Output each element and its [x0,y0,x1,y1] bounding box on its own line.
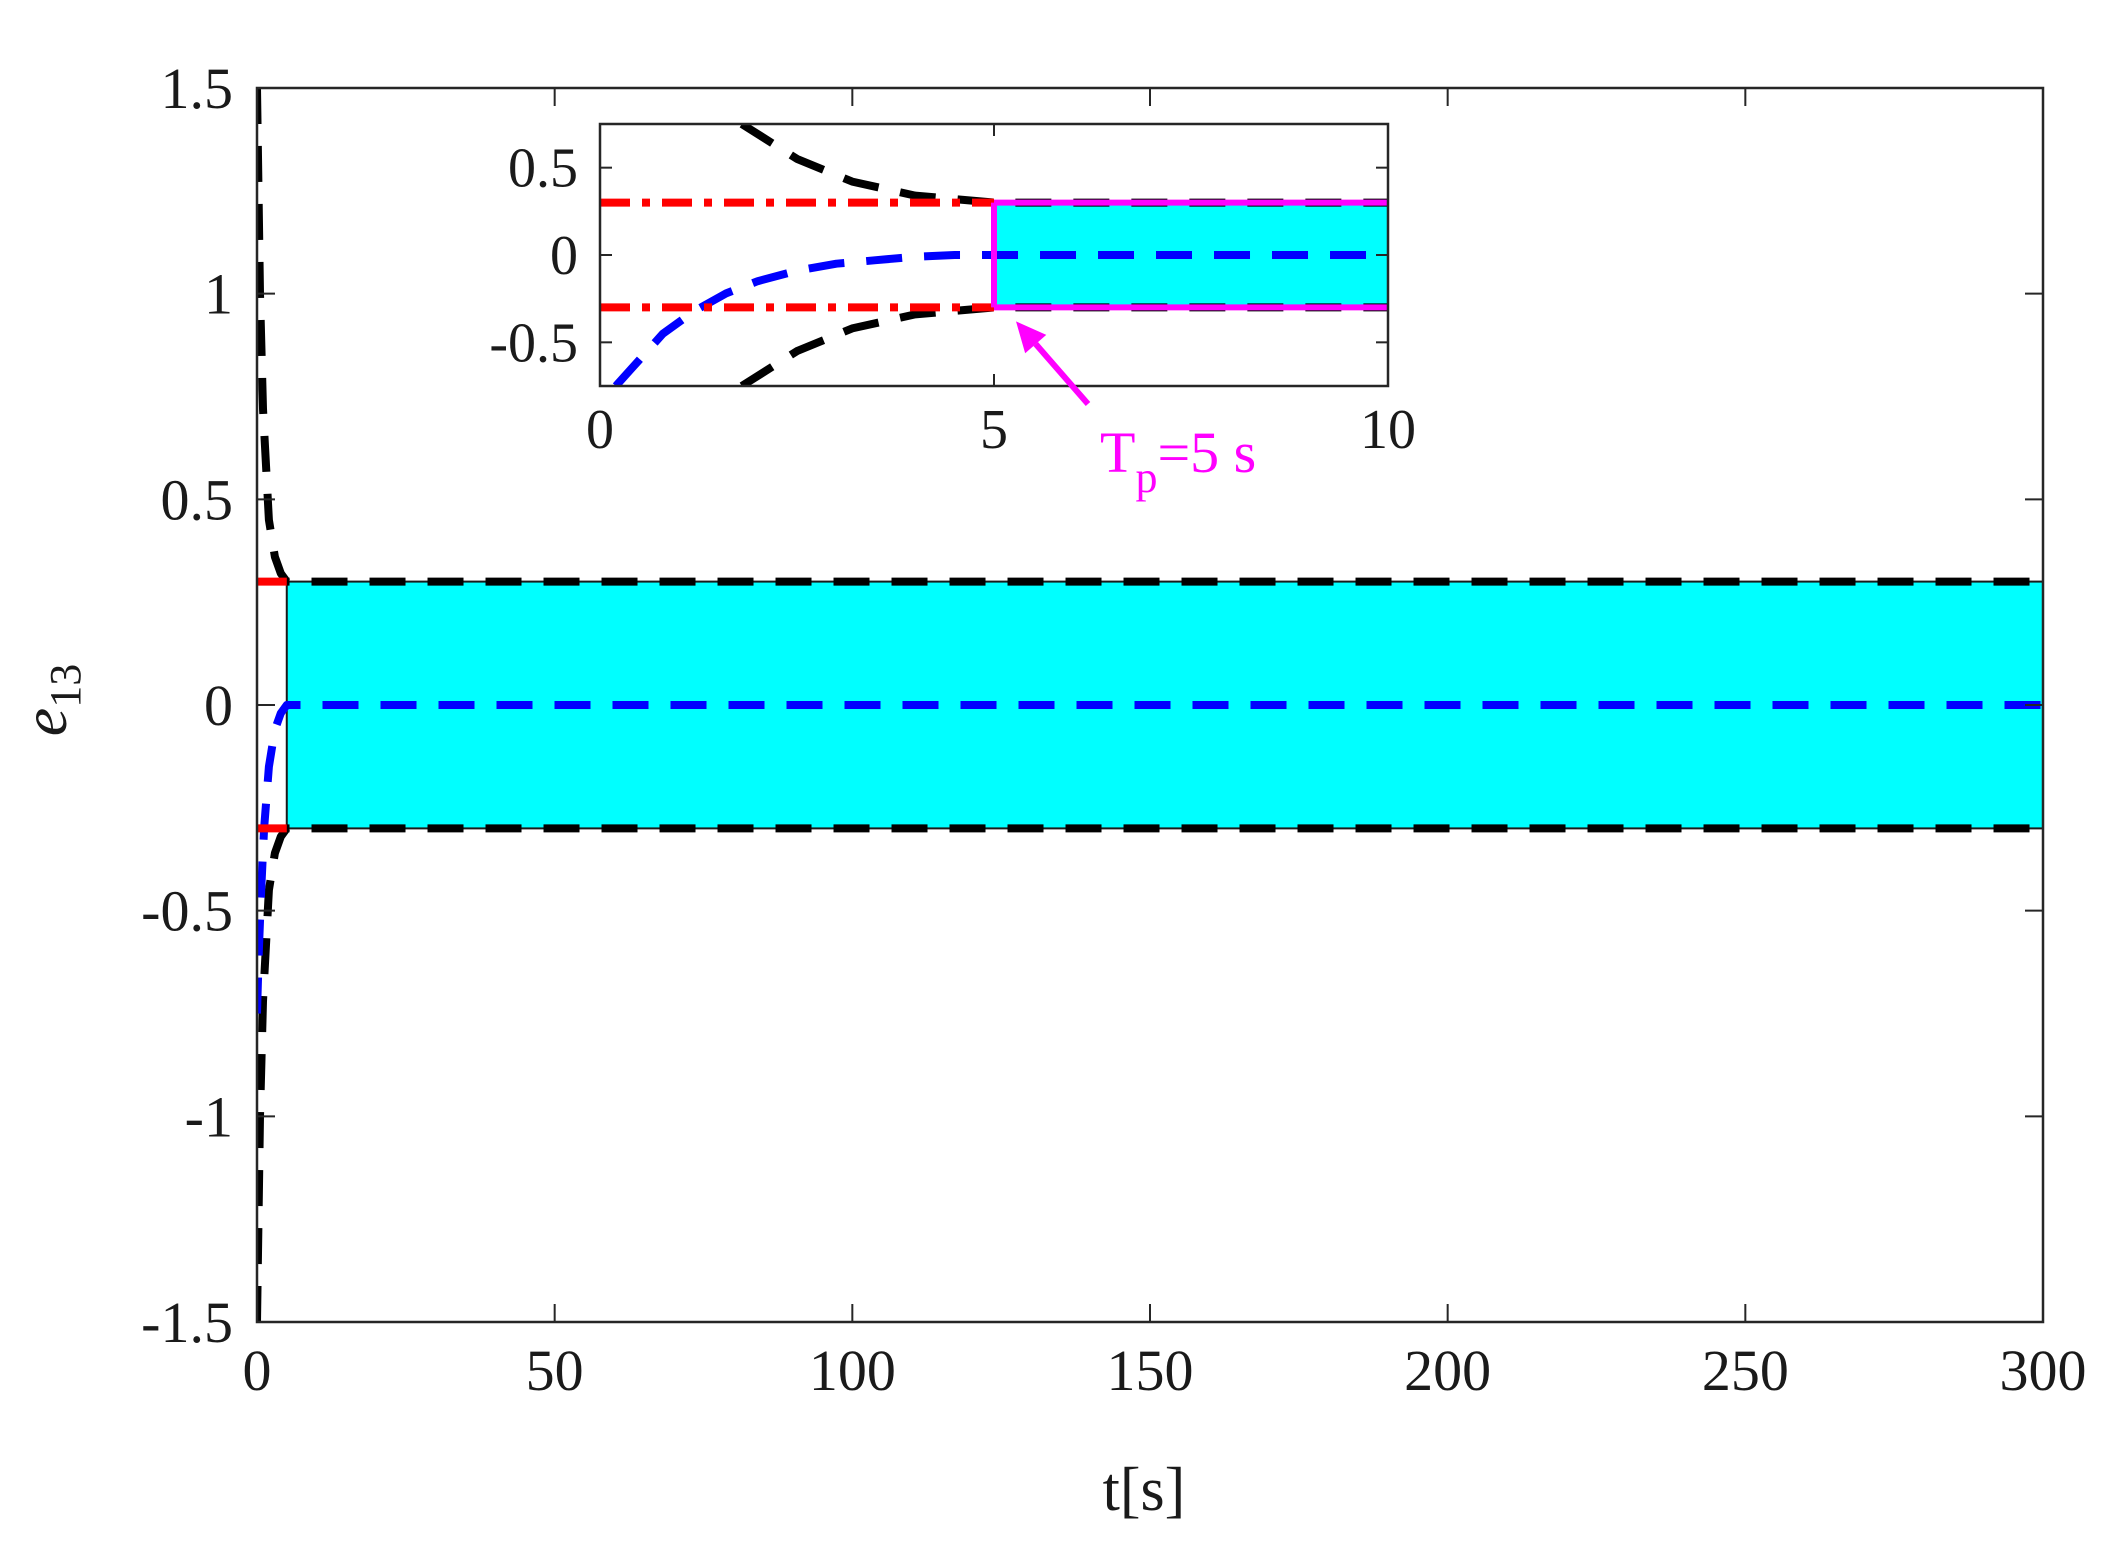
inset-y-tick-label: -0.5 [489,312,578,374]
main-x-ticks: 0 50 100 150 200 250 300 [243,88,2087,1403]
main-x-tick-label: 150 [1107,1338,1194,1403]
svg-text:e13: e13 [9,664,90,736]
y-axis-label: e13 [9,664,90,736]
main-y-tick-label: -1.5 [141,1290,233,1355]
annotation-label-subscript: p [1135,453,1157,502]
inset-x-ticks: 0 5 10 [586,124,1416,461]
inset-series-group [600,124,1388,386]
inset-x-tick-label: 5 [980,399,1008,461]
main-x-tick-label: 50 [526,1338,584,1403]
annotation-label-base: T [1100,420,1135,485]
inset-y-ticks: -0.5 0 0.5 [489,138,1388,374]
main-series-line-2 [257,701,2043,1014]
inset-series-line-2 [612,251,1388,386]
inset-x-tick-label: 10 [1360,399,1416,461]
inset-y-tick-label: 0.5 [508,138,578,200]
main-x-tick-label: 0 [243,1338,272,1403]
main-x-tick-label: 100 [809,1338,896,1403]
main-y-tick-label: 1 [204,262,233,327]
main-y-tick-label: 1.5 [161,56,234,121]
main-series-group [257,88,2043,1322]
inset-x-tick-label: 0 [586,399,614,461]
annotation-label: Tp=5 s [1100,420,1256,502]
annotation-arrow [1033,342,1091,406]
annotation-arrow-head [1016,321,1047,354]
inset-y-tick-label: 0 [550,225,578,287]
main-y-tick-label: -0.5 [141,879,233,944]
x-axis-label: t[s] [1103,1456,1186,1524]
main-x-tick-label: 300 [2000,1338,2087,1403]
main-y-ticks: -1.5-1-0.500.511.5 [141,56,2043,1355]
annotation-label-suffix: =5 s [1157,420,1256,485]
y-axis-label-subscript: 13 [41,664,90,708]
prescribed-time-annotation: Tp=5 s [1016,321,1256,502]
main-y-tick-label: 0 [204,673,233,738]
main-x-tick-label: 250 [1702,1338,1789,1403]
main-y-tick-label: 0.5 [161,467,234,532]
main-x-tick-label: 200 [1404,1338,1491,1403]
y-axis-label-base: e [9,708,80,736]
main-y-tick-label: -1 [185,1084,233,1149]
